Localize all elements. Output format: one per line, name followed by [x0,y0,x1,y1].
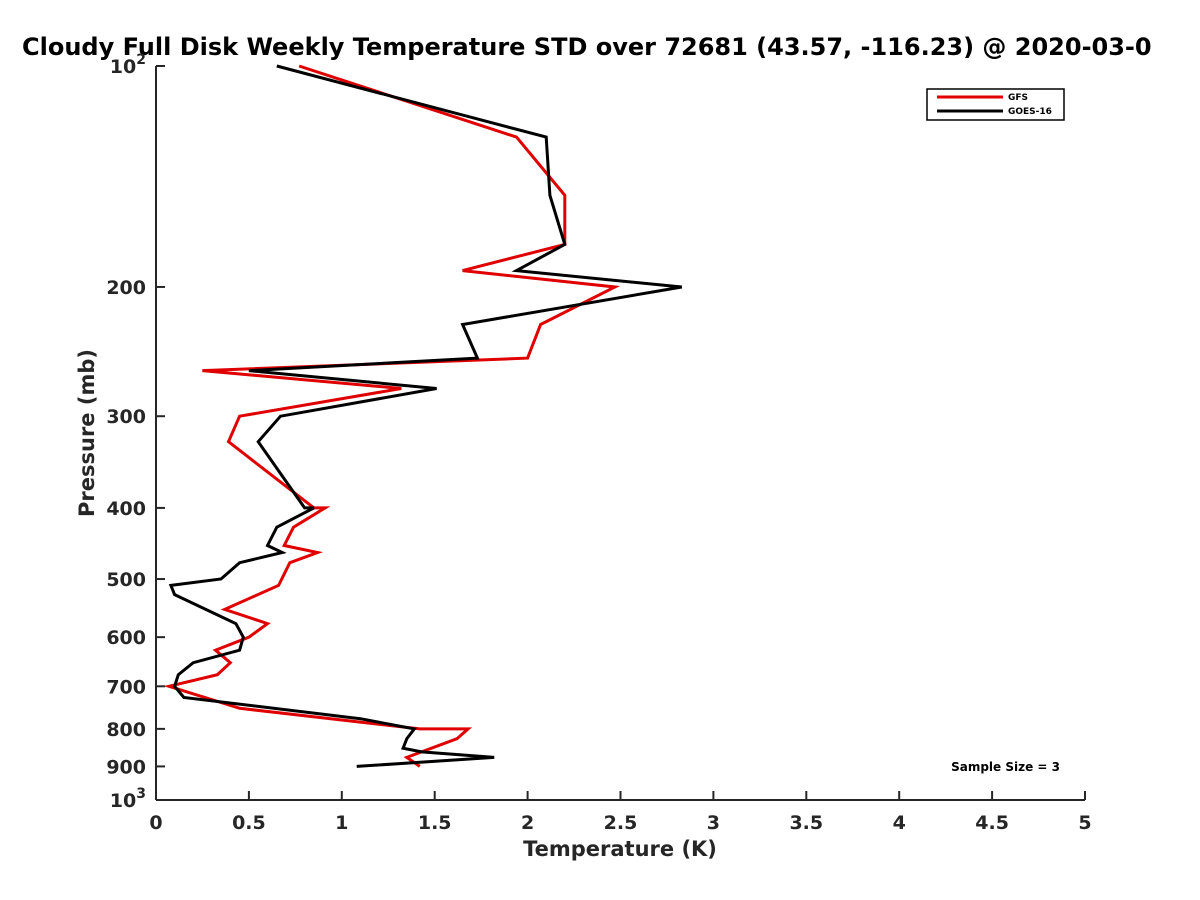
x-tick-label: 0.5 [232,812,266,834]
plot-area [163,64,683,768]
x-tick-label: 1.5 [418,812,452,834]
x-tick-label: 2 [521,812,534,834]
y-tick-label: 102 [110,52,146,78]
y-tick-label: 600 [106,627,146,649]
legend-box [926,88,1065,121]
legend: GFS GOES-16 [926,88,1065,121]
x-axis-label: Temperature (K) [523,837,717,861]
chart-title: Cloudy Full Disk Weekly Temperature STD … [22,33,1152,61]
legend-label: GFS [1008,93,1028,103]
x-tick-label: 3.5 [789,812,823,834]
y-tick-label: 200 [106,277,146,299]
y-tick-label: 400 [106,498,146,520]
series-line-goes-16 [168,64,683,768]
y-tick-label: 900 [106,756,146,778]
y-tick-label: 300 [106,406,146,428]
sample-size-annotation: Sample Size = 3 [951,760,1060,774]
x-tick-label: 3 [707,812,720,834]
y-tick-label: 700 [106,676,146,698]
x-tick-label: 2.5 [604,812,638,834]
legend-label: GOES-16 [1008,107,1052,117]
x-tick-label: 0 [149,812,162,834]
y-tick-label: 103 [110,786,146,812]
x-tick-label: 5 [1078,812,1091,834]
y-axis-label: Pressure (mb) [75,349,99,517]
y-tick-label: 500 [106,569,146,591]
series-line-gfs [163,64,621,768]
axes: 0 0.5 1 1.5 2 2.5 3 3.5 4 4.5 5 102 200 300 400 500 600 7… [106,52,1091,834]
x-tick-label: 4 [893,812,906,834]
y-tick-label: 800 [106,719,146,741]
x-tick-label: 1 [335,812,348,834]
x-tick-label: 4.5 [975,812,1009,834]
